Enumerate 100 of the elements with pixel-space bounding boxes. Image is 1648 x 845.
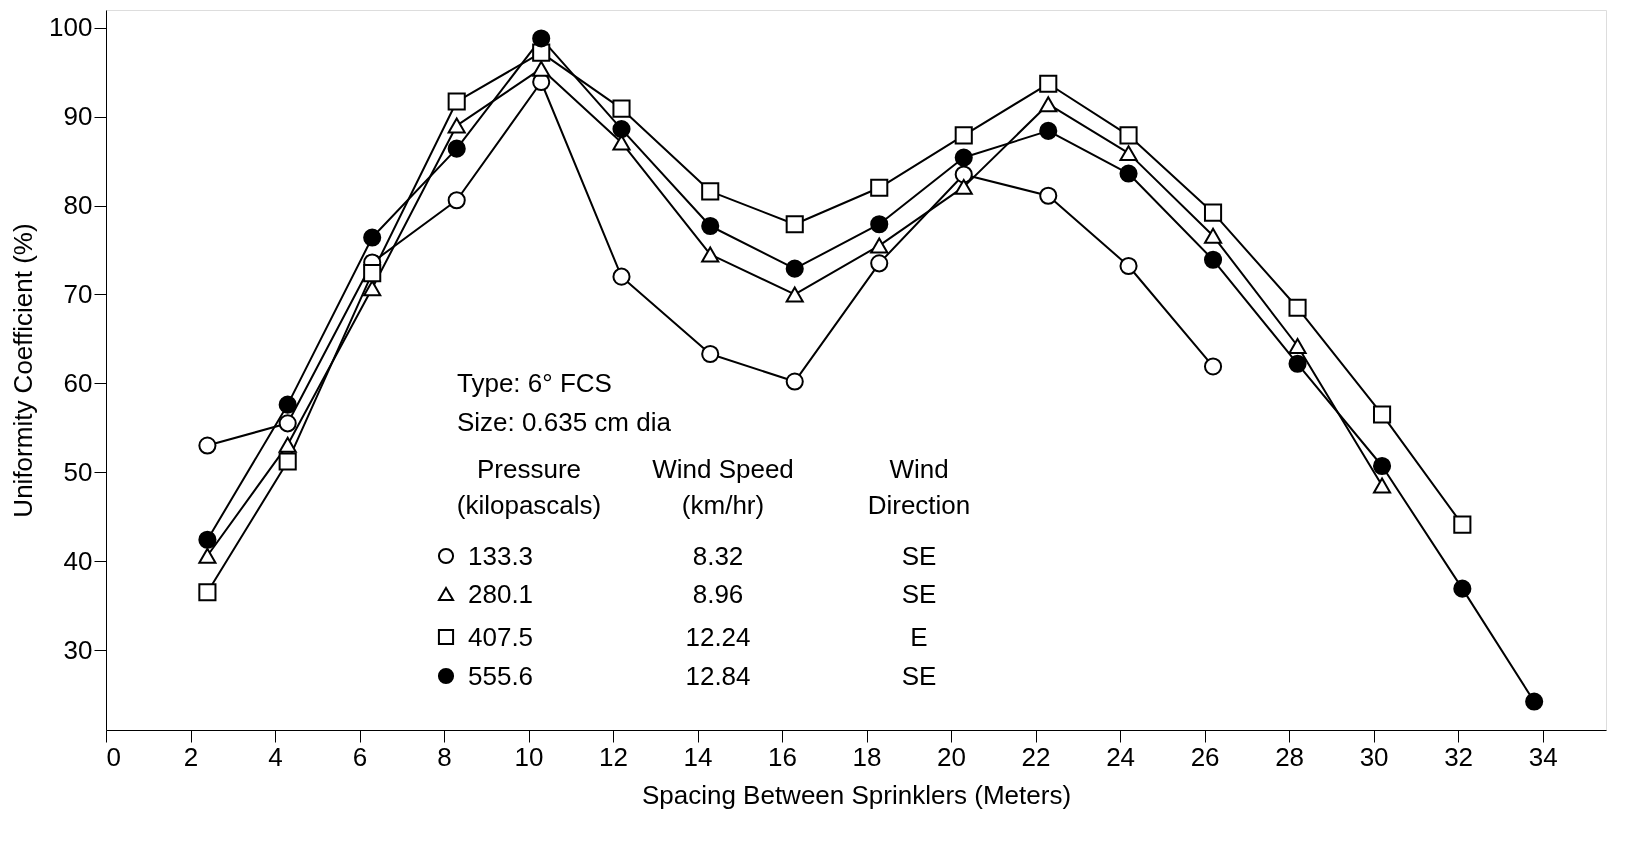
x-tick-label: 22 (1021, 741, 1051, 772)
y-tick-label: 60 (63, 367, 93, 398)
annotation: (km/hr) (681, 490, 765, 520)
y-tick-label: 40 (63, 545, 93, 576)
point (954, 165, 973, 184)
point (1203, 227, 1223, 244)
point (198, 547, 217, 564)
annotation: SE (901, 579, 937, 609)
annotation: E (910, 622, 928, 652)
point (278, 414, 297, 433)
point (1119, 126, 1138, 145)
annotation: 8.32 (692, 541, 744, 571)
point (701, 216, 720, 236)
x-tick-label: 20 (937, 741, 967, 772)
x-tick-label: 34 (1528, 741, 1558, 772)
point (612, 99, 631, 118)
point (785, 215, 804, 234)
x-tick-label: 24 (1106, 741, 1136, 772)
point (870, 254, 889, 273)
point (447, 92, 466, 111)
point (1119, 145, 1138, 162)
annotation: Wind (889, 454, 949, 484)
point (612, 120, 631, 139)
point (1203, 357, 1223, 376)
legend-label: 555.6 (468, 661, 534, 691)
point (870, 178, 889, 197)
y-tick-label: 90 (63, 101, 93, 132)
point (1039, 186, 1058, 205)
annotation: SE (901, 541, 937, 571)
point (447, 139, 466, 158)
point (1288, 338, 1307, 354)
point (278, 395, 297, 414)
point (198, 583, 217, 602)
y-tick-label: 50 (63, 456, 93, 487)
x-tick-label: 28 (1275, 741, 1305, 772)
point (1119, 164, 1138, 183)
point (1525, 692, 1544, 711)
x-tick-label: 26 (1190, 741, 1220, 772)
point (954, 178, 973, 195)
point (363, 228, 382, 247)
point (701, 344, 720, 364)
point (1453, 579, 1472, 598)
point (954, 126, 973, 145)
point (1039, 74, 1058, 93)
point (1372, 477, 1392, 494)
point (1039, 96, 1058, 113)
point (1372, 456, 1392, 476)
legend-title: Pressure (kilopascals) (456, 454, 602, 520)
point (701, 182, 720, 201)
point (1039, 121, 1058, 140)
annotation: Size: 0.635 cm dia (457, 407, 672, 437)
x-tick-label: 18 (852, 741, 882, 772)
point (198, 530, 217, 549)
x-tick-label: 6 (352, 741, 368, 772)
point (532, 29, 551, 48)
legend-label: 407.5 (468, 622, 534, 652)
point (785, 372, 804, 391)
x-tick-label: 2 (183, 741, 199, 772)
point (447, 191, 466, 210)
point (363, 264, 382, 283)
x-tick-label: 10 (514, 741, 544, 772)
x-tick-label: 12 (599, 741, 628, 772)
point (363, 280, 382, 297)
point (612, 267, 631, 286)
annotation: SE (901, 661, 937, 691)
point (532, 60, 551, 77)
point (532, 43, 551, 62)
y-axis-title: Uniformity Coefficient (%) (8, 223, 39, 518)
legend-label: 280.1 (468, 579, 534, 609)
annotation: Type: 6° FCS (457, 368, 612, 398)
point (1203, 250, 1223, 269)
point (198, 436, 217, 455)
point (1119, 256, 1138, 276)
annotation: 12.24 (685, 622, 751, 652)
x-tick-label: 8 (437, 741, 452, 772)
annotation: Direction (867, 490, 971, 520)
point (870, 237, 889, 254)
x-axis-title: Spacing Between Sprinklers (Meters) (641, 779, 1072, 810)
point (701, 246, 720, 263)
annotation: 12.84 (685, 661, 751, 691)
point (1203, 203, 1223, 222)
x-tick-label: 16 (768, 741, 798, 772)
x-tick-label: 32 (1444, 741, 1474, 772)
point (1288, 354, 1307, 373)
point (785, 259, 804, 278)
annotation: Wind Speed (652, 454, 794, 484)
point (1288, 298, 1307, 317)
point (1453, 515, 1472, 534)
point (785, 286, 804, 303)
x-tick-label: 0 (106, 741, 121, 772)
x-tick-label: 4 (268, 741, 283, 772)
legend-label: 133.3 (468, 541, 534, 571)
x-tick-label: 30 (1359, 741, 1389, 772)
point (278, 436, 297, 453)
point (447, 117, 466, 134)
y-tick-label: 80 (63, 190, 93, 221)
point (870, 215, 889, 234)
point (1372, 405, 1392, 424)
x-tick-label: 14 (683, 741, 713, 772)
annotation: 8.96 (692, 579, 744, 609)
